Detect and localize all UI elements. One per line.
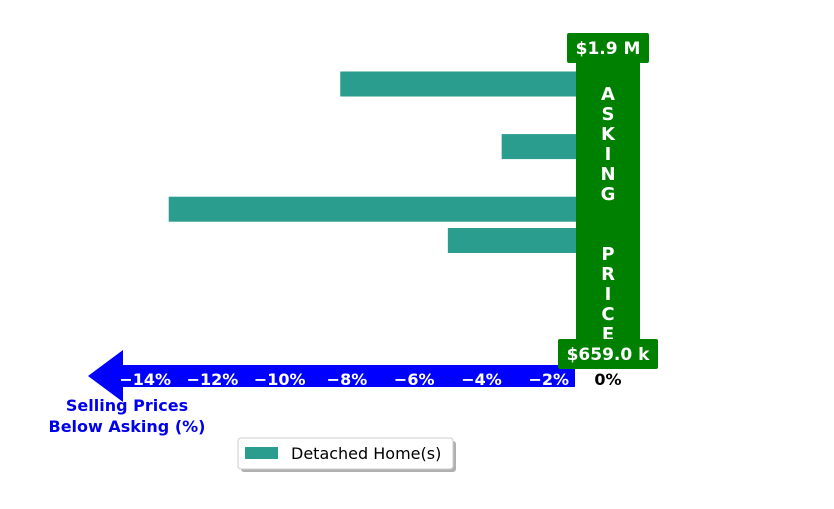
x-tick-label: −8% (327, 370, 368, 389)
asking-price-letter: I (605, 144, 612, 165)
bottom-price-badge-label: $659.0 k (567, 345, 651, 365)
asking-price-letter: I (605, 284, 612, 305)
x-tick-label: −4% (461, 370, 502, 389)
x-tick-label: −6% (394, 370, 435, 389)
bars-group (168, 71, 622, 347)
price-badges: $1.9 M $659.0 k Detached Home(s) (237, 33, 658, 472)
legend-swatch (245, 447, 278, 459)
asking-price-letter: R (601, 264, 615, 285)
legend-box (237, 437, 454, 470)
x-axis-title: Selling Prices (66, 396, 188, 415)
x-tick-label: −2% (528, 370, 569, 389)
x-tick-label: −10% (254, 370, 306, 389)
x-tick-label: 0% (594, 370, 621, 389)
bar (168, 196, 617, 222)
legend: Detached Home(s) (237, 437, 456, 472)
legend-entry: Detached Home(s) (291, 444, 441, 463)
asking-price-letter: P (601, 244, 614, 265)
bar (340, 71, 617, 97)
asking-price-letter: G (601, 184, 616, 205)
top-price-badge (567, 33, 649, 63)
top-price-badge-label: $1.9 M (576, 39, 641, 59)
asking-price-letter: N (600, 164, 615, 185)
asking-price-letter: K (601, 124, 616, 145)
x-axis-title: Below Asking (%) (49, 417, 206, 436)
asking-price-letter: A (601, 84, 615, 105)
x-tick-label: −14% (119, 370, 171, 389)
negative-axis-arrow (88, 350, 575, 402)
x-tick-label: −12% (187, 370, 239, 389)
asking-price-letter: C (601, 304, 614, 325)
bottom-price-badge (558, 339, 658, 369)
asking-price-column (576, 62, 640, 348)
asking-price-letter: S (602, 104, 615, 125)
x-axis: −14% −12% −10% −8% −6% −4% −2% 0% Selling Prices… (49, 350, 622, 436)
